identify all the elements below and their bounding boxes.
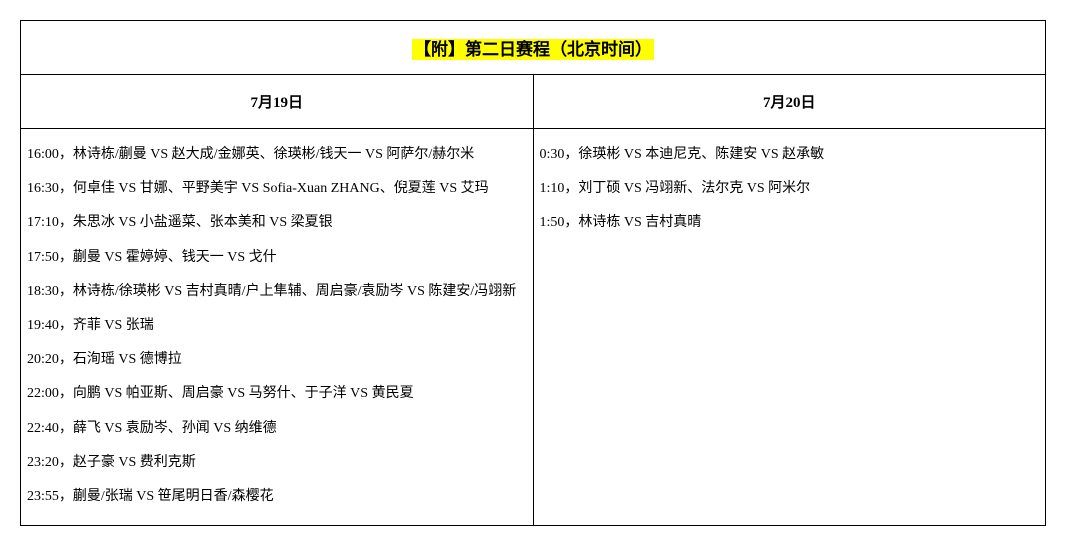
schedule-item: 16:30，何卓佳 VS 甘娜、平野美宇 VS Sofia-Xuan ZHANG…: [27, 173, 527, 205]
title-row: 【附】第二日赛程（北京时间）: [21, 21, 1046, 75]
schedule-item: 22:00，向鹏 VS 帕亚斯、周启豪 VS 马努什、于子洋 VS 黄民夏: [27, 378, 527, 410]
date-header-right: 7月20日: [533, 75, 1046, 129]
schedule-item: 23:55，蒯曼/张瑞 VS 笹尾明日香/森樱花: [27, 481, 527, 513]
page-title: 【附】第二日赛程（北京时间）: [412, 39, 654, 60]
title-cell: 【附】第二日赛程（北京时间）: [21, 21, 1046, 75]
date-header-left: 7月19日: [21, 75, 534, 129]
schedule-cell-right: 0:30，徐瑛彬 VS 本迪尼克、陈建安 VS 赵承敏 1:10，刘丁硕 VS …: [533, 129, 1046, 526]
schedule-item: 0:30，徐瑛彬 VS 本迪尼克、陈建安 VS 赵承敏: [540, 139, 1040, 171]
schedule-item: 16:00，林诗栋/蒯曼 VS 赵大成/金娜英、徐瑛彬/钱天一 VS 阿萨尔/赫…: [27, 139, 527, 171]
schedule-item: 20:20，石洵瑶 VS 德博拉: [27, 344, 527, 376]
schedule-item: 17:50，蒯曼 VS 霍婷婷、钱天一 VS 戈什: [27, 242, 527, 274]
schedule-table-wrapper: 【附】第二日赛程（北京时间） 7月19日 7月20日 16:00，林诗栋/蒯曼 …: [20, 20, 1046, 526]
schedule-item: 19:40，齐菲 VS 张瑞: [27, 310, 527, 342]
schedule-item: 1:10，刘丁硕 VS 冯翊新、法尔克 VS 阿米尔: [540, 173, 1040, 205]
schedule-table: 【附】第二日赛程（北京时间） 7月19日 7月20日 16:00，林诗栋/蒯曼 …: [20, 20, 1046, 526]
schedule-cell-left: 16:00，林诗栋/蒯曼 VS 赵大成/金娜英、徐瑛彬/钱天一 VS 阿萨尔/赫…: [21, 129, 534, 526]
date-header-row: 7月19日 7月20日: [21, 75, 1046, 129]
schedule-item: 17:10，朱思冰 VS 小盐遥菜、张本美和 VS 梁夏银: [27, 207, 527, 239]
schedule-item: 18:30，林诗栋/徐瑛彬 VS 吉村真晴/户上隼辅、周启豪/袁励岑 VS 陈建…: [27, 276, 527, 308]
schedule-row: 16:00，林诗栋/蒯曼 VS 赵大成/金娜英、徐瑛彬/钱天一 VS 阿萨尔/赫…: [21, 129, 1046, 526]
schedule-item: 1:50，林诗栋 VS 吉村真晴: [540, 207, 1040, 239]
schedule-item: 23:20，赵子豪 VS 费利克斯: [27, 447, 527, 479]
schedule-item: 22:40，薛飞 VS 袁励岑、孙闻 VS 纳维德: [27, 413, 527, 445]
